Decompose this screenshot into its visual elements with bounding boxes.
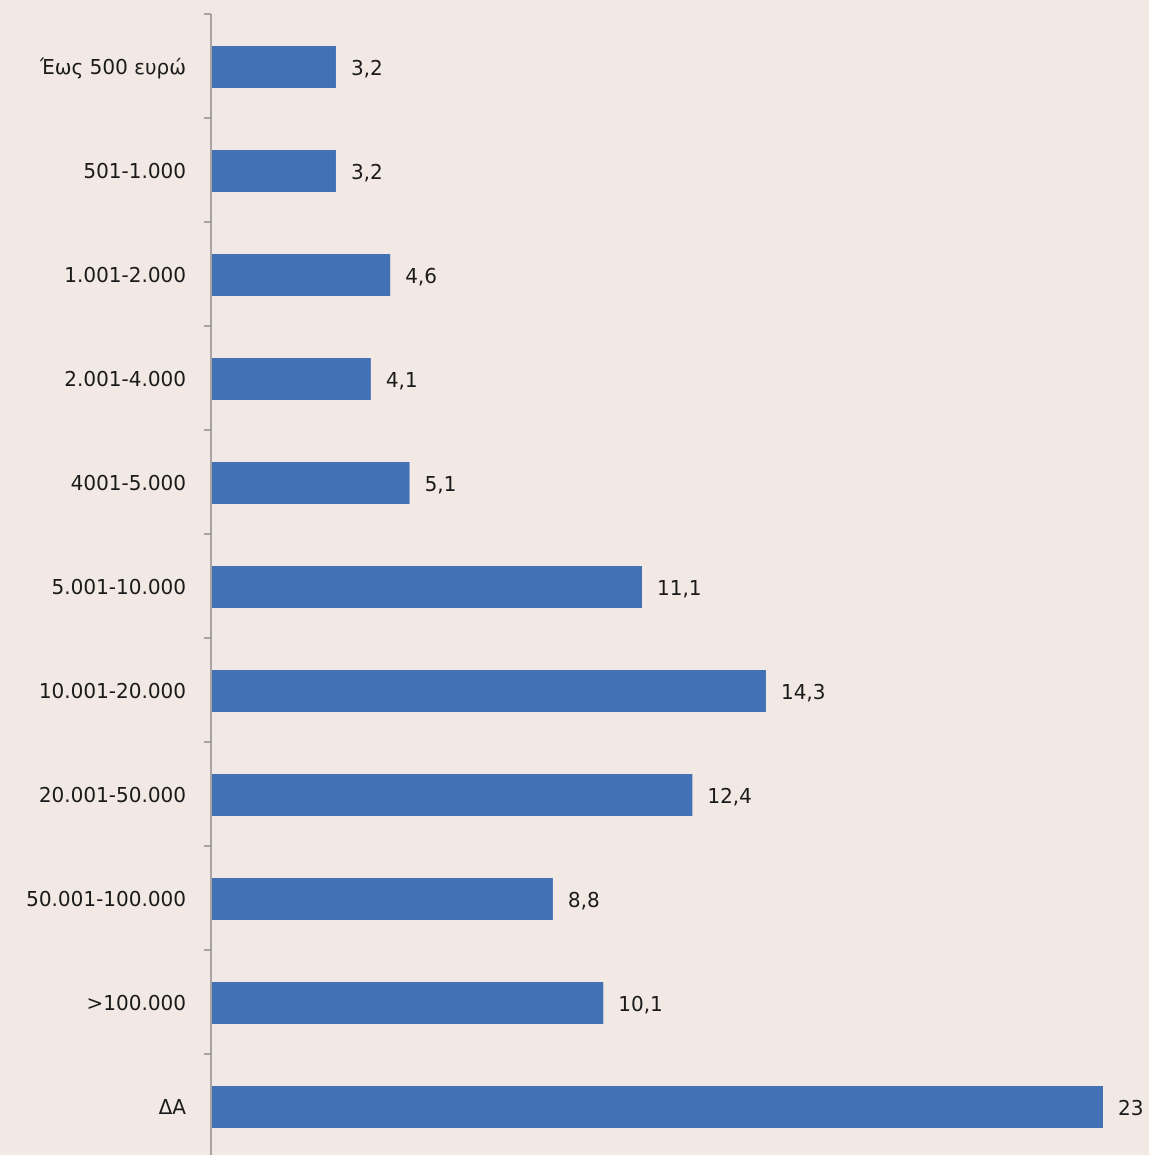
- category-label: Έως 500 ευρώ: [39, 55, 186, 79]
- bar: [212, 566, 643, 608]
- bar: [212, 774, 693, 816]
- data-label: 14,3: [781, 680, 826, 704]
- bar: [212, 1086, 1103, 1128]
- category-label: 10.001-20.000: [39, 679, 186, 703]
- category-label: 1.001-2.000: [64, 263, 186, 287]
- category-label: ΔΑ: [159, 1095, 187, 1119]
- category-label: 20.001-50.000: [39, 783, 186, 807]
- bar: [212, 670, 766, 712]
- bar: [212, 982, 604, 1024]
- category-label: 501-1.000: [83, 159, 186, 183]
- bar: [212, 254, 391, 296]
- data-label: 12,4: [707, 784, 752, 808]
- data-label: 3,2: [351, 56, 383, 80]
- category-label: 2.001-4.000: [64, 367, 186, 391]
- data-label: 11,1: [657, 576, 702, 600]
- data-label: 8,8: [568, 888, 600, 912]
- bar: [212, 462, 410, 504]
- labels-layer: Έως 500 ευρώ 3,2 501-1.000 3,2 1.001-2.000 4,…: [26, 55, 1143, 1120]
- data-label: 4,1: [386, 368, 418, 392]
- category-label: >100.000: [87, 991, 186, 1015]
- bar: [212, 150, 336, 192]
- data-label: 23: [1118, 1096, 1143, 1120]
- data-label: 5,1: [425, 472, 457, 496]
- data-label: 10,1: [618, 992, 663, 1016]
- bars-layer: [212, 46, 1103, 1128]
- category-axis: [204, 13, 212, 1155]
- data-label: 3,2: [351, 160, 383, 184]
- bar: [212, 878, 553, 920]
- category-label: 50.001-100.000: [26, 887, 186, 911]
- data-label: 4,6: [405, 264, 437, 288]
- category-label: 5.001-10.000: [52, 575, 186, 599]
- category-label: 4001-5.000: [71, 471, 186, 495]
- bar: [212, 46, 336, 88]
- bar: [212, 358, 371, 400]
